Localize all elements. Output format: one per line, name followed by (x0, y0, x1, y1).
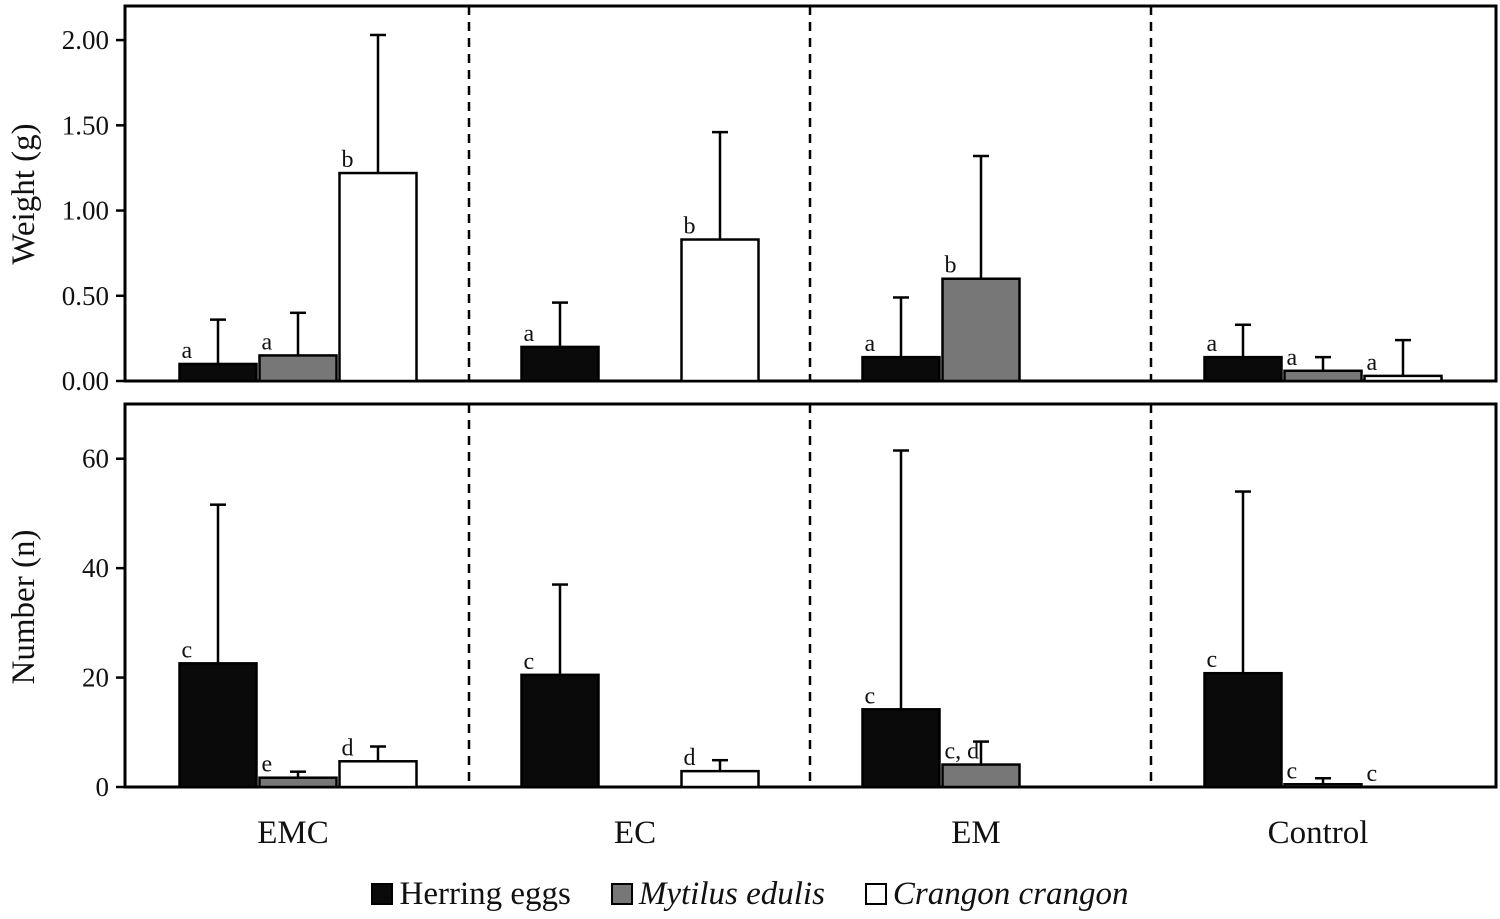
legend-label-herring-eggs: Herring eggs (399, 875, 571, 912)
legend-item-mytilus-edulis: Mytilus edulis (610, 875, 825, 913)
significance-letter-mytilus-edulis-control: c (1287, 758, 1298, 784)
legend-swatch-crangon-crangon (864, 883, 887, 905)
significance-letter-herring-eggs-emc: c (182, 637, 193, 663)
category-label-em: EM (951, 815, 1001, 851)
y-tick-label: 20 (82, 663, 109, 693)
y-tick-label: 0.50 (62, 281, 109, 311)
y-axis-label: Number (n) (6, 530, 42, 685)
significance-letter-mytilus-edulis-em: c, d (945, 739, 980, 765)
significance-letter-herring-eggs-ec: c (524, 649, 535, 675)
significance-letter-mytilus-edulis-emc: e (262, 752, 273, 778)
category-label-emc: EMC (257, 815, 329, 851)
bar-herring-eggs-control (1203, 355, 1283, 383)
significance-letter-herring-eggs-em: a (865, 331, 876, 357)
legend-label-crangon-crangon: Crangon crangon (892, 875, 1129, 912)
significance-letter-herring-eggs-em: c (865, 683, 876, 709)
significance-letter-crangon-crangon-control: c (1367, 761, 1378, 787)
y-tick-label: 40 (82, 553, 109, 583)
bar-crangon-crangon-ec (680, 238, 760, 383)
significance-letter-herring-eggs-emc: a (182, 338, 193, 364)
y-tick-label: 1.50 (62, 110, 109, 140)
significance-letter-mytilus-edulis-em: b (945, 253, 957, 279)
bar-crangon-crangon-emc (338, 171, 418, 383)
significance-letter-mytilus-edulis-control: a (1287, 345, 1298, 371)
significance-letter-herring-eggs-control: a (1207, 331, 1218, 357)
y-tick-label: 60 (82, 444, 109, 474)
legend-label-mytilus-edulis: Mytilus edulis (638, 875, 825, 912)
figure-chart: 0.00 0.50 1.00 1.50 2.00 Weight (g) a a a a a b a b b a… (6, 4, 1498, 851)
bar-mytilus-edulis-control (1283, 783, 1363, 789)
significance-letter-crangon-crangon-ec: b (684, 214, 696, 240)
bar-herring-eggs-ec (520, 345, 600, 383)
bar-crangon-crangon-ec (680, 769, 760, 789)
bar-mytilus-edulis-em (941, 277, 1021, 383)
category-labels: EMC EC EM Control (257, 815, 1368, 851)
legend-item-crangon-crangon: Crangon crangon (864, 875, 1129, 913)
significance-letter-crangon-crangon-emc: b (342, 147, 354, 173)
bar-herring-eggs-emc (178, 662, 258, 789)
category-label-ec: EC (614, 815, 656, 851)
legend-item-herring-eggs: Herring eggs (371, 875, 571, 913)
bar-herring-eggs-em (861, 708, 941, 789)
significance-letter-herring-eggs-ec: a (524, 321, 535, 347)
legend-swatch-mytilus-edulis (610, 883, 633, 905)
legend: Herring eggs Mytilus edulis Crangon cran… (0, 872, 1500, 916)
weight-panel: 0.00 0.50 1.00 1.50 2.00 Weight (g) a a a a a b a b b a (6, 4, 1498, 396)
plot-frame (123, 402, 1498, 789)
y-tick-label: 2.00 (62, 25, 109, 55)
number-panel: 0 20 40 60 Number (n) c c c c e c, d c d d c (6, 402, 1498, 802)
bar-mytilus-edulis-emc (258, 776, 338, 789)
legend-swatch-herring-eggs (371, 883, 394, 905)
y-tick-label: 0 (96, 772, 110, 802)
significance-letter-crangon-crangon-ec: d (684, 745, 696, 771)
significance-letter-herring-eggs-control: c (1207, 647, 1218, 673)
bar-mytilus-edulis-control (1283, 369, 1363, 383)
bar-mytilus-edulis-em (941, 763, 1021, 789)
plot-frame (123, 4, 1498, 383)
y-tick-label: 1.00 (62, 196, 109, 226)
bar-mytilus-edulis-emc (258, 354, 338, 383)
significance-letter-mytilus-edulis-emc: a (262, 329, 273, 355)
bar-crangon-crangon-control (1363, 374, 1443, 383)
category-label-control: Control (1268, 815, 1369, 851)
bar-herring-eggs-em (861, 355, 941, 383)
significance-letter-crangon-crangon-control: a (1367, 350, 1378, 376)
bar-herring-eggs-ec (520, 673, 600, 789)
bar-crangon-crangon-emc (338, 760, 418, 789)
bar-herring-eggs-control (1203, 671, 1283, 789)
bar-herring-eggs-emc (178, 362, 258, 383)
y-axis-label: Weight (g) (6, 123, 42, 264)
y-tick-label: 0.00 (62, 366, 109, 396)
significance-letter-crangon-crangon-emc: d (342, 735, 354, 761)
